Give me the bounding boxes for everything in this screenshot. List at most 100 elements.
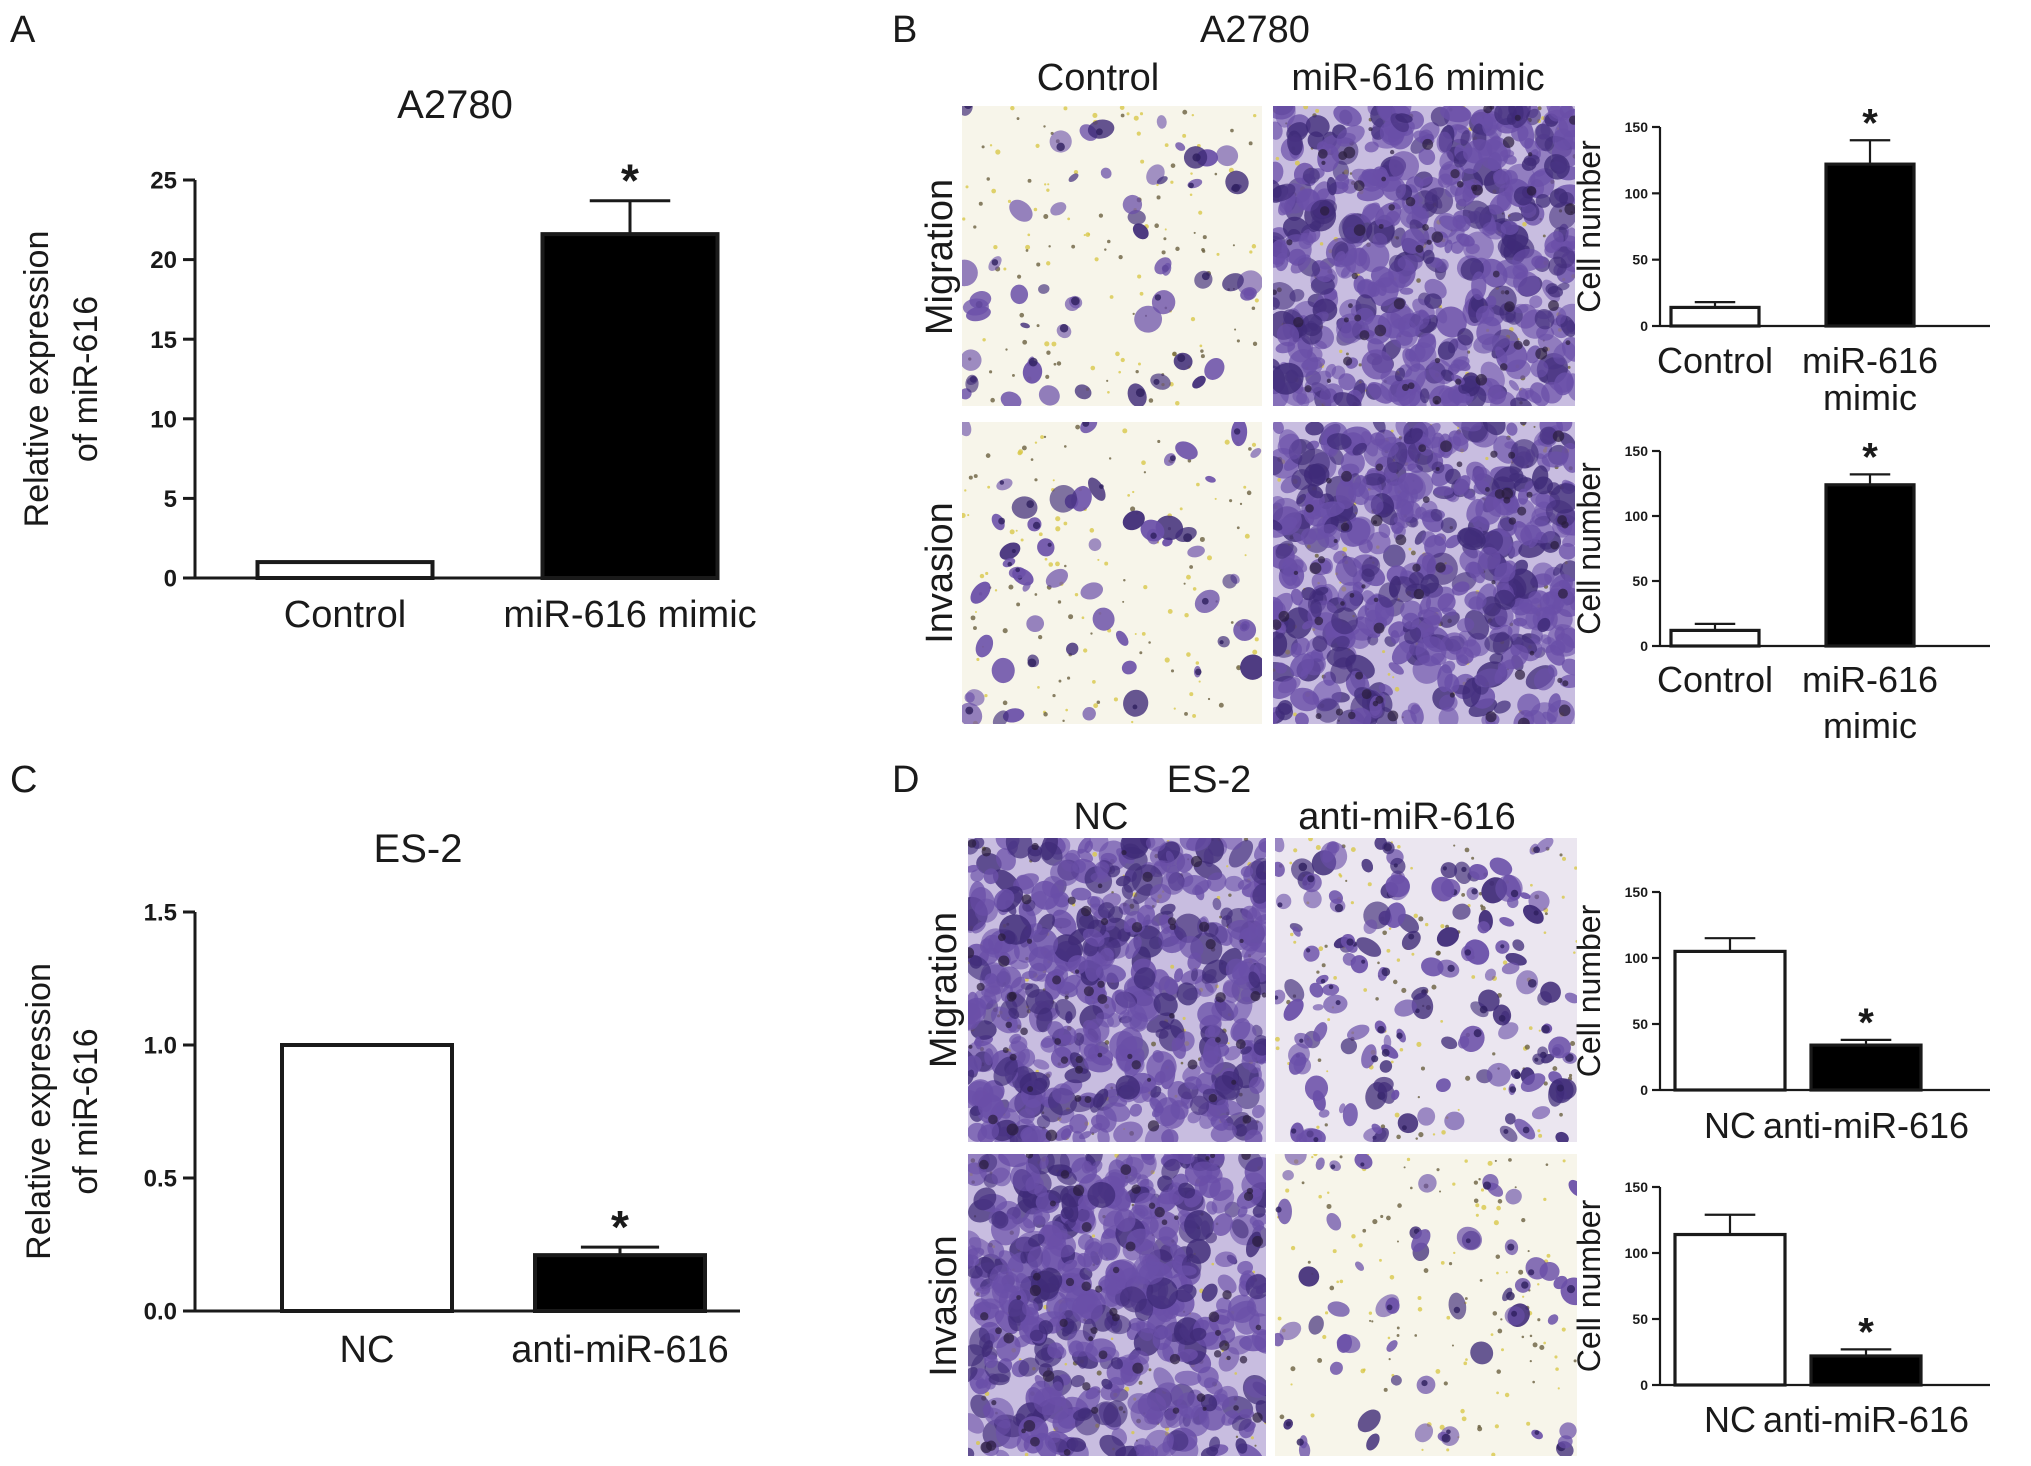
y-tick-label: 0 [1640,318,1648,334]
bar-treatment [1809,1354,1923,1387]
y-axis-label: Cell number [1571,462,1607,635]
micrograph-b-migration-1 [1273,106,1575,406]
chart-a: A2780 0 5 10 15 20 25 Relative expression of miR… [18,83,757,636]
y-tick-label: 150 [1625,443,1649,459]
category-label: miR-616 [1802,340,1938,381]
bar-treatment [1809,1043,1923,1092]
category-label: miR-616 [1802,659,1938,700]
panel-letter-b: B [892,9,917,51]
category-label: NC [1704,1399,1756,1440]
panel-d-row-bottom: Invasion [923,1235,965,1377]
significance-marker: * [1858,1001,1874,1045]
panel-letter-c: C [10,759,37,801]
y-axis-label: Relative expression [20,963,58,1260]
category-label: NC [340,1329,395,1371]
y-tick-label: 5 [164,486,177,513]
y-tick-label: 10 [150,406,177,433]
bar-control [1673,949,1787,1092]
bar-treatment [533,1253,707,1314]
y-axis-label: Relative expression [18,231,56,528]
chart-title: A2780 [397,83,513,127]
significance-marker: * [1862,101,1878,145]
bar-treatment [1824,483,1916,648]
category-label: mimic [1823,705,1917,746]
micrograph-d-migration-4 [968,838,1266,1142]
category-label: NC [1704,1105,1756,1146]
panel-b-row-bottom: Invasion [919,502,961,644]
chart-b-invasion: 0 50 100 150 Cell number Control * miR-616 mimic [1571,435,1990,746]
micrograph-b-migration-0 [962,106,1262,406]
significance-marker: * [611,1201,629,1253]
y-tick-label: 0.5 [144,1166,177,1193]
chart-title: ES-2 [374,827,463,871]
y-tick-label: 0 [1640,638,1648,654]
panel-b-col-left: Control [1037,57,1160,99]
y-tick-label: 25 [150,168,177,195]
y-tick-label: 20 [150,247,177,274]
category-label: miR-616 mimic [503,594,756,636]
y-axis-label: of miR-616 [67,1028,105,1194]
significance-marker: * [621,155,639,207]
panel-b-row-top: Migration [919,179,961,335]
micrograph-d-invasion-6 [968,1154,1266,1456]
y-tick-label: 50 [1632,573,1648,589]
micrograph-d-invasion-7 [1275,1154,1577,1456]
y-tick-label: 100 [1625,185,1649,201]
category-label: anti-miR-616 [1763,1399,1969,1440]
y-tick-label: 150 [1625,119,1649,135]
category-label: Control [1657,659,1773,700]
panel-d-title: ES-2 [1167,759,1251,801]
micrograph-b-invasion-3 [1273,422,1575,724]
y-tick-label: 150 [1625,1179,1649,1195]
chart-c: ES-2 0.0 0.5 1.0 1.5 Relative expression of mi… [20,827,740,1371]
micrograph-layer [962,106,1577,1456]
micrograph-b-invasion-2 [962,422,1262,724]
y-tick-label: 150 [1625,884,1649,900]
y-tick-label: 0 [1640,1082,1648,1098]
y-tick-label: 100 [1625,1245,1649,1261]
category-label: Control [1657,340,1773,381]
panel-b-col-right: miR-616 mimic [1291,57,1544,99]
y-tick-label: 100 [1625,508,1649,524]
y-axis-label: Cell number [1571,1199,1607,1372]
micrograph-d-migration-5 [1275,838,1577,1142]
panel-letter-a: A [10,9,36,51]
significance-marker: * [1862,435,1878,479]
bar-control [1669,628,1761,648]
bar-control [1669,305,1761,328]
category-label: mimic [1823,377,1917,418]
chart-d-migration: 0 50 100 150 Cell number NC * anti-miR-616 [1571,884,1990,1146]
panel-letter-d: D [892,759,919,801]
panel-d-row-top: Migration [923,912,965,1068]
chart-d-invasion: 0 50 100 150 Cell number NC * anti-miR-616 [1571,1179,1990,1440]
bar-treatment [1824,162,1916,328]
bar-treatment [540,232,720,581]
significance-marker: * [1858,1310,1874,1354]
y-tick-label: 0 [1640,1377,1648,1393]
y-axis-label: Cell number [1571,904,1607,1077]
y-tick-label: 50 [1632,1016,1648,1032]
panel-b-title: A2780 [1200,9,1310,51]
y-tick-label: 1.0 [144,1033,177,1060]
panel-d-col-left: NC [1074,796,1129,838]
bar-control [255,560,435,581]
category-label: Control [284,594,407,636]
y-tick-label: 0.0 [144,1299,177,1326]
y-tick-label: 100 [1625,950,1649,966]
y-tick-label: 15 [150,327,177,354]
category-label: anti-miR-616 [511,1329,729,1371]
y-tick-label: 0 [164,566,177,593]
bar-control [1673,1232,1787,1387]
category-label: anti-miR-616 [1763,1105,1969,1146]
y-axis-label: of miR-616 [67,296,105,462]
y-axis-label: Cell number [1571,140,1607,313]
y-tick-label: 1.5 [144,900,177,927]
y-tick-label: 50 [1632,1311,1648,1327]
bar-control [280,1043,454,1313]
panel-d-col-right: anti-miR-616 [1298,796,1516,838]
y-tick-label: 50 [1632,252,1648,268]
